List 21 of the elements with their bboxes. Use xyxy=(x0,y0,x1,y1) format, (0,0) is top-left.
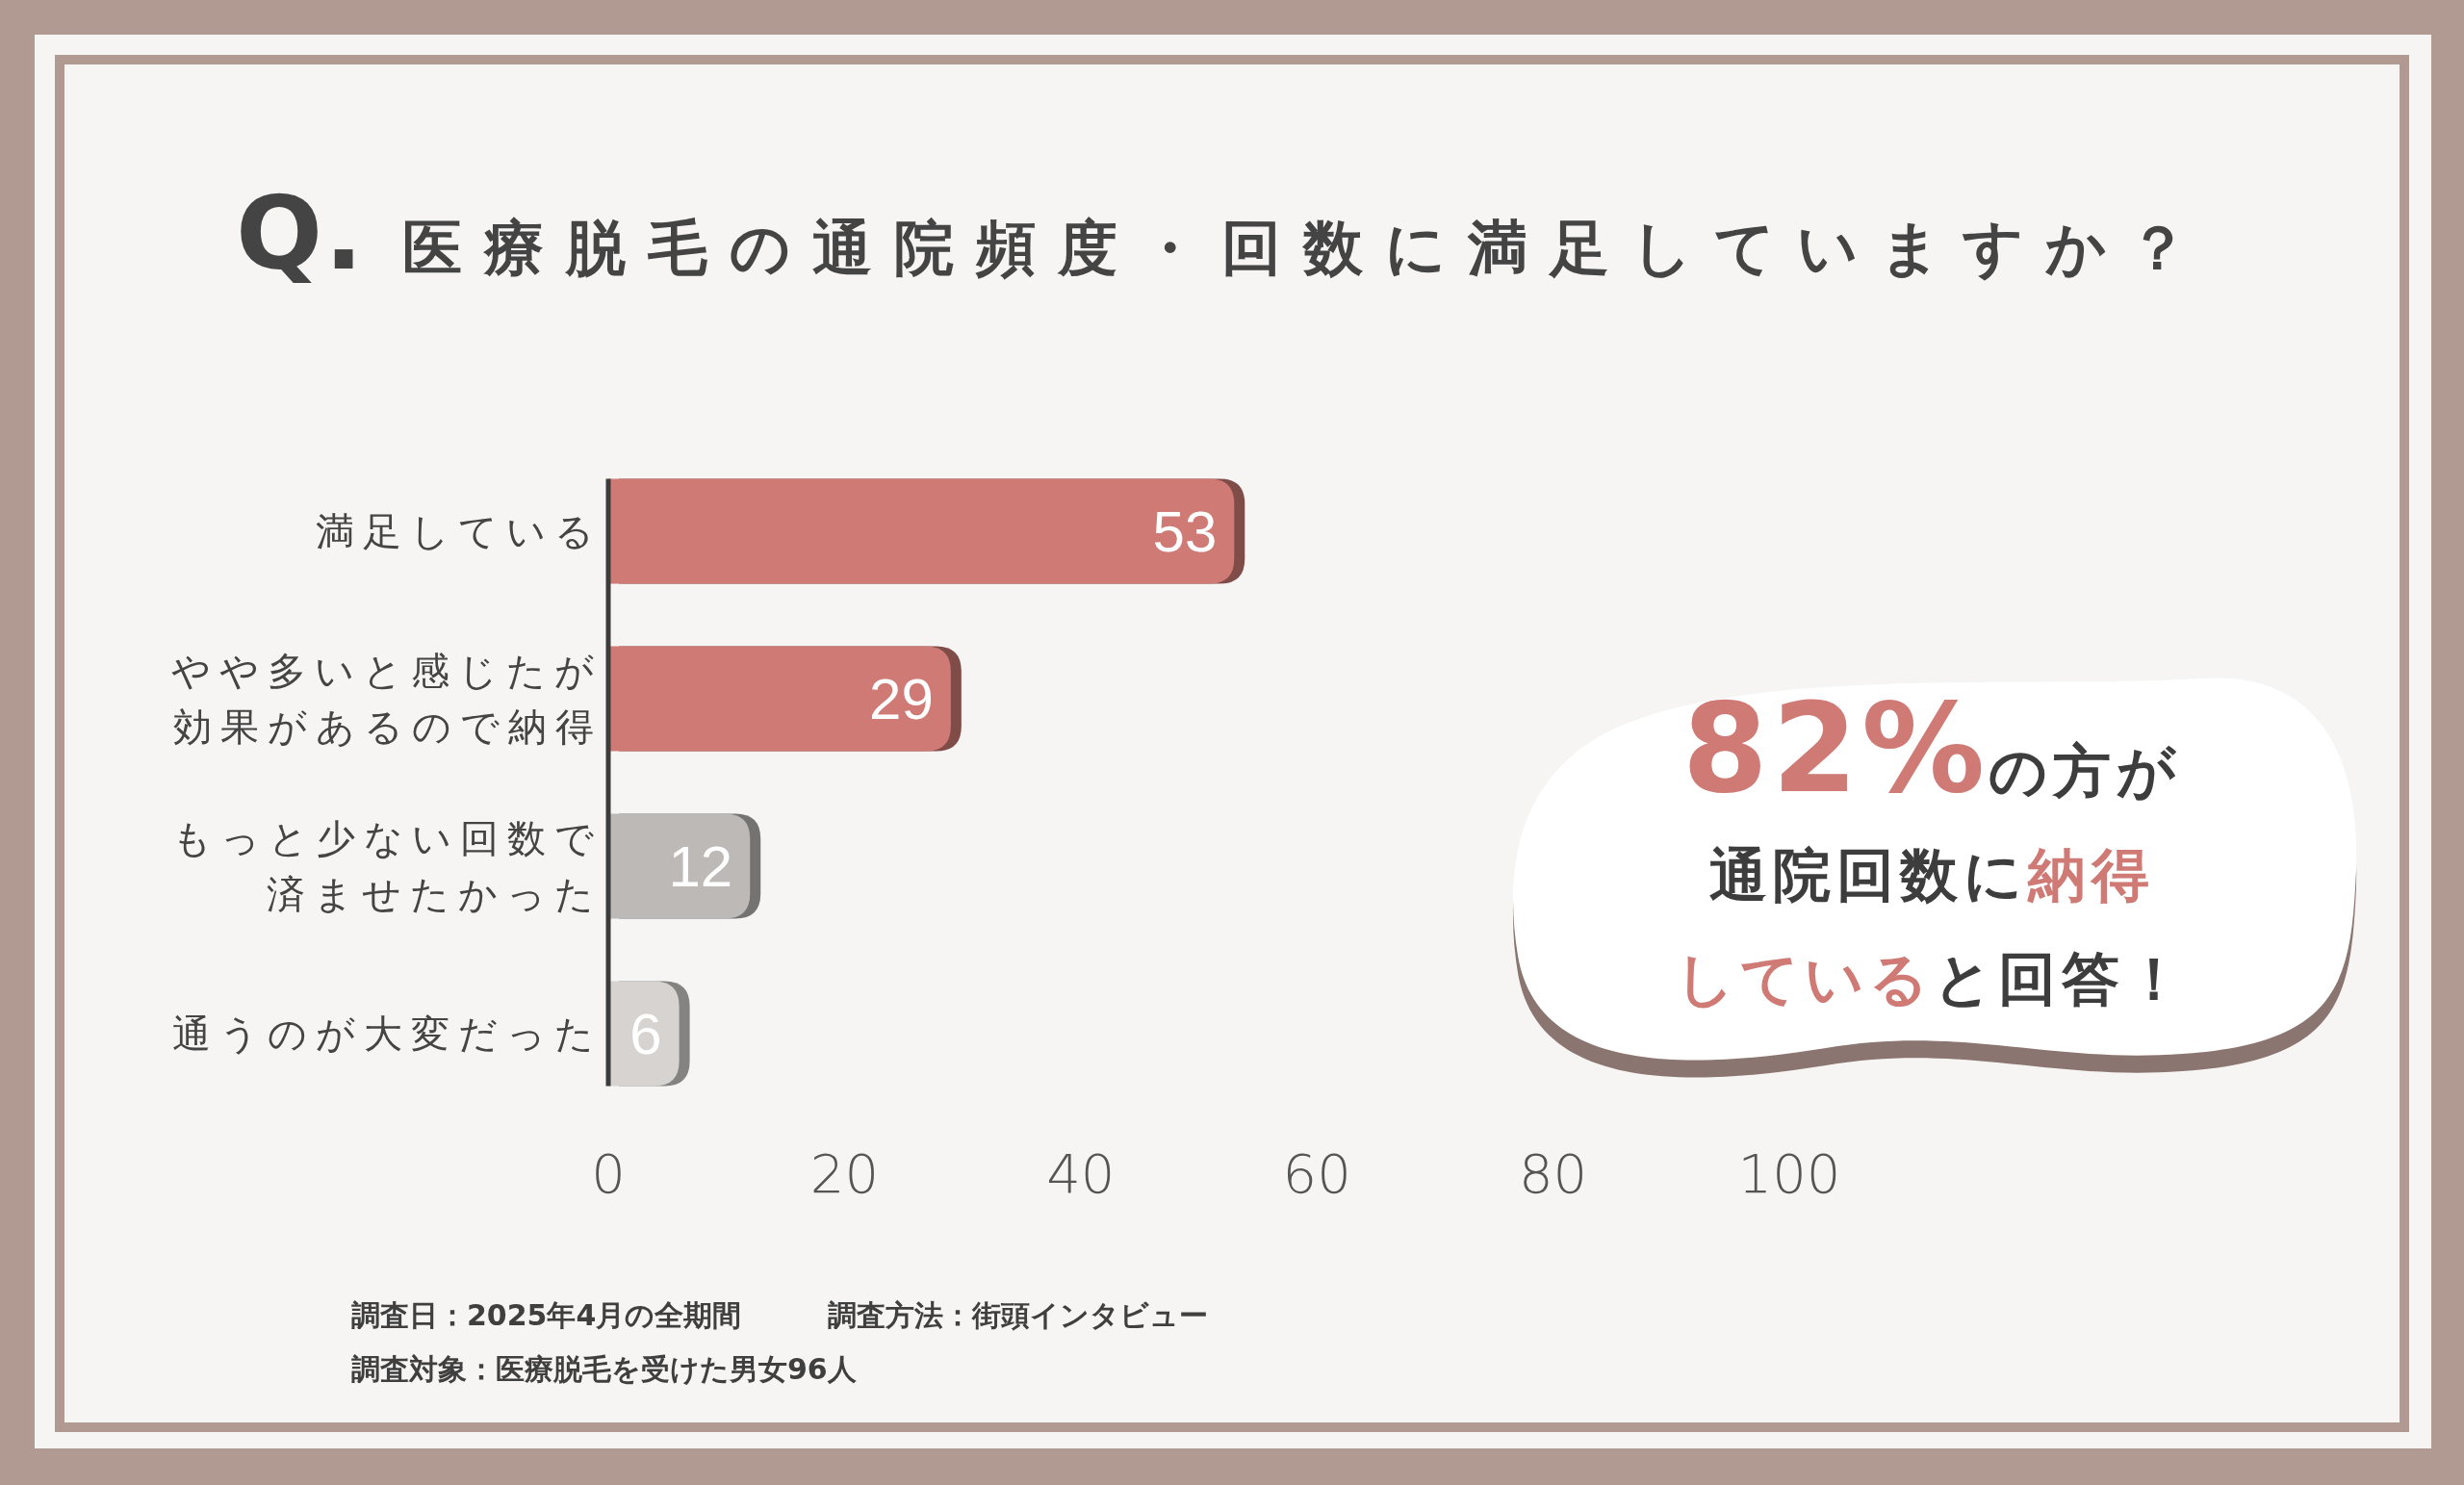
data-label: 29 xyxy=(869,666,934,731)
x-tick-label: 0 xyxy=(591,1141,626,1205)
data-label: 12 xyxy=(668,833,733,899)
text: 調査日：2025年4月の全期間 xyxy=(351,1296,742,1334)
chart-title: Q. 医療脱毛の通院頻度・回数に満足していますか？ xyxy=(236,173,2211,293)
bar xyxy=(608,646,951,752)
x-tick-label: 40 xyxy=(1046,1141,1116,1205)
x-tick-label: 60 xyxy=(1282,1141,1351,1205)
x-tick-label: 100 xyxy=(1737,1141,1841,1205)
bar xyxy=(608,478,1235,584)
data-label: 53 xyxy=(1152,499,1218,564)
y-tick-label: やや多いと感じたが効果があるので納得 xyxy=(170,648,603,751)
text: 調査対象：医療脱毛を受けた男女96人 xyxy=(351,1350,857,1388)
x-tick-label: 80 xyxy=(1518,1141,1588,1205)
text: 82%の方が通院回数に納得していると回答！ xyxy=(1675,676,2189,1012)
text: 調査方法：街頭インタビュー xyxy=(828,1296,1208,1334)
x-tick-label: 20 xyxy=(809,1141,880,1205)
y-tick-label: もっと少ない回数で済ませたかった xyxy=(171,815,603,918)
y-tick-label: 満足している xyxy=(315,508,603,555)
bar xyxy=(608,813,751,919)
y-tick-label: 通うのが大変だった xyxy=(171,1011,603,1058)
